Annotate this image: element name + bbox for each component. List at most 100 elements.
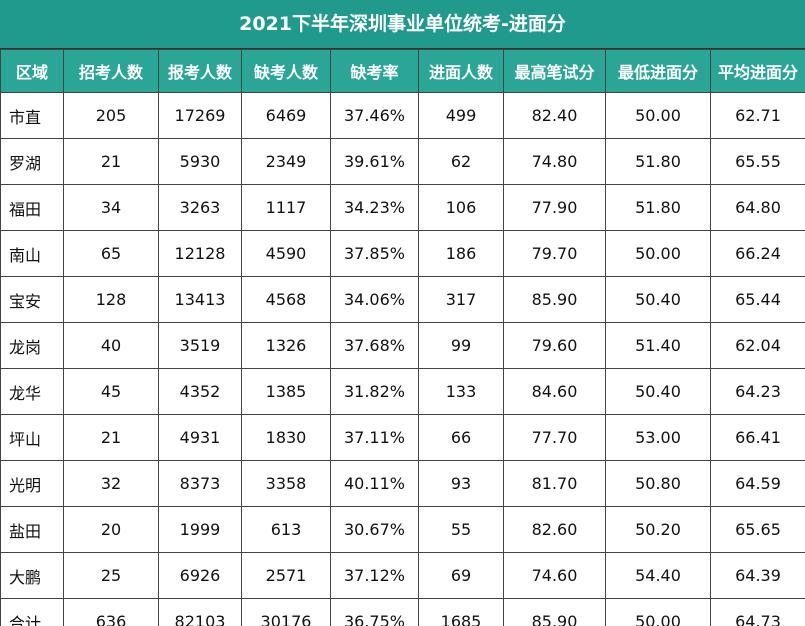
region-cell: 市直 xyxy=(0,92,64,139)
region-cell: 罗湖 xyxy=(0,138,64,185)
header-cell: 缺考人数 xyxy=(241,49,331,93)
value-cell: 40 xyxy=(63,322,159,369)
value-cell: 85.90 xyxy=(503,598,606,626)
value-cell: 82103 xyxy=(158,598,242,626)
value-cell: 79.70 xyxy=(503,230,606,277)
value-cell: 50.80 xyxy=(605,460,711,507)
value-cell: 30.67% xyxy=(330,506,419,553)
table-row: 罗湖 21 5930 2349 39.61% 62 74.80 51.80 65.55 xyxy=(0,138,805,185)
value-cell: 1326 xyxy=(241,322,331,369)
value-cell: 69 xyxy=(418,552,504,599)
table-row: 光明 32 8373 3358 40.11% 93 81.70 50.80 64.59 xyxy=(0,460,805,507)
value-cell: 66.41 xyxy=(710,414,805,461)
value-cell: 81.70 xyxy=(503,460,606,507)
value-cell: 34.06% xyxy=(330,276,419,323)
value-cell: 5930 xyxy=(158,138,242,185)
value-cell: 37.68% xyxy=(330,322,419,369)
value-cell: 1117 xyxy=(241,184,331,231)
table-row: 南山 65 12128 4590 37.85% 186 79.70 50.00 66.24 xyxy=(0,230,805,277)
value-cell: 51.40 xyxy=(605,322,711,369)
value-cell: 50.00 xyxy=(605,230,711,277)
table-row: 宝安 128 13413 4568 34.06% 317 85.90 50.40 65.44 xyxy=(0,276,805,323)
value-cell: 45 xyxy=(63,368,159,415)
value-cell: 50.00 xyxy=(605,92,711,139)
value-cell: 25 xyxy=(63,552,159,599)
value-cell: 51.80 xyxy=(605,184,711,231)
value-cell: 50.00 xyxy=(605,598,711,626)
value-cell: 79.60 xyxy=(503,322,606,369)
data-table: 区域 招考人数 报考人数 缺考人数 缺考率 进面人数 最高笔试分 最低进面分 平均进面分 市直 2… xyxy=(0,49,805,626)
value-cell: 636 xyxy=(63,598,159,626)
region-cell: 盐田 xyxy=(0,506,64,553)
value-cell: 106 xyxy=(418,184,504,231)
value-cell: 1385 xyxy=(241,368,331,415)
value-cell: 55 xyxy=(418,506,504,553)
value-cell: 4590 xyxy=(241,230,331,277)
value-cell: 93 xyxy=(418,460,504,507)
value-cell: 1685 xyxy=(418,598,504,626)
table-row: 福田 34 3263 1117 34.23% 106 77.90 51.80 64.80 xyxy=(0,184,805,231)
value-cell: 74.80 xyxy=(503,138,606,185)
value-cell: 3263 xyxy=(158,184,242,231)
region-cell: 南山 xyxy=(0,230,64,277)
region-cell: 福田 xyxy=(0,184,64,231)
value-cell: 21 xyxy=(63,138,159,185)
value-cell: 4931 xyxy=(158,414,242,461)
value-cell: 499 xyxy=(418,92,504,139)
value-cell: 4352 xyxy=(158,368,242,415)
table-title: 2021下半年深圳事业单位统考-进面分 xyxy=(0,0,805,49)
header-cell: 平均进面分 xyxy=(710,49,805,93)
header-cell: 缺考率 xyxy=(330,49,419,93)
value-cell: 82.60 xyxy=(503,506,606,553)
value-cell: 31.82% xyxy=(330,368,419,415)
value-cell: 99 xyxy=(418,322,504,369)
value-cell: 37.12% xyxy=(330,552,419,599)
value-cell: 64.39 xyxy=(710,552,805,599)
value-cell: 65.65 xyxy=(710,506,805,553)
value-cell: 50.40 xyxy=(605,368,711,415)
table-row: 合计 636 82103 30176 36.75% 1685 85.90 50.00 64.73 xyxy=(0,598,805,626)
value-cell: 37.85% xyxy=(330,230,419,277)
value-cell: 2571 xyxy=(241,552,331,599)
table-row: 盐田 20 1999 613 30.67% 55 82.60 50.20 65.65 xyxy=(0,506,805,553)
header-cell: 最高笔试分 xyxy=(503,49,606,93)
region-cell: 龙华 xyxy=(0,368,64,415)
value-cell: 37.11% xyxy=(330,414,419,461)
value-cell: 50.40 xyxy=(605,276,711,323)
value-cell: 62.04 xyxy=(710,322,805,369)
value-cell: 21 xyxy=(63,414,159,461)
value-cell: 317 xyxy=(418,276,504,323)
value-cell: 3519 xyxy=(158,322,242,369)
value-cell: 62 xyxy=(418,138,504,185)
value-cell: 32 xyxy=(63,460,159,507)
value-cell: 84.60 xyxy=(503,368,606,415)
value-cell: 85.90 xyxy=(503,276,606,323)
value-cell: 77.70 xyxy=(503,414,606,461)
value-cell: 3358 xyxy=(241,460,331,507)
value-cell: 128 xyxy=(63,276,159,323)
header-cell: 报考人数 xyxy=(158,49,242,93)
value-cell: 8373 xyxy=(158,460,242,507)
value-cell: 50.20 xyxy=(605,506,711,553)
value-cell: 17269 xyxy=(158,92,242,139)
value-cell: 64.23 xyxy=(710,368,805,415)
value-cell: 13413 xyxy=(158,276,242,323)
value-cell: 66 xyxy=(418,414,504,461)
region-cell: 坪山 xyxy=(0,414,64,461)
value-cell: 12128 xyxy=(158,230,242,277)
value-cell: 205 xyxy=(63,92,159,139)
value-cell: 53.00 xyxy=(605,414,711,461)
value-cell: 64.73 xyxy=(710,598,805,626)
value-cell: 82.40 xyxy=(503,92,606,139)
region-cell: 光明 xyxy=(0,460,64,507)
region-cell: 大鹏 xyxy=(0,552,64,599)
value-cell: 30176 xyxy=(241,598,331,626)
table-row: 龙华 45 4352 1385 31.82% 133 84.60 50.40 64.23 xyxy=(0,368,805,415)
value-cell: 66.24 xyxy=(710,230,805,277)
value-cell: 64.59 xyxy=(710,460,805,507)
table-row: 市直 205 17269 6469 37.46% 499 82.40 50.00 62.71 xyxy=(0,92,805,139)
value-cell: 613 xyxy=(241,506,331,553)
table-row: 坪山 21 4931 1830 37.11% 66 77.70 53.00 66.41 xyxy=(0,414,805,461)
value-cell: 51.80 xyxy=(605,138,711,185)
